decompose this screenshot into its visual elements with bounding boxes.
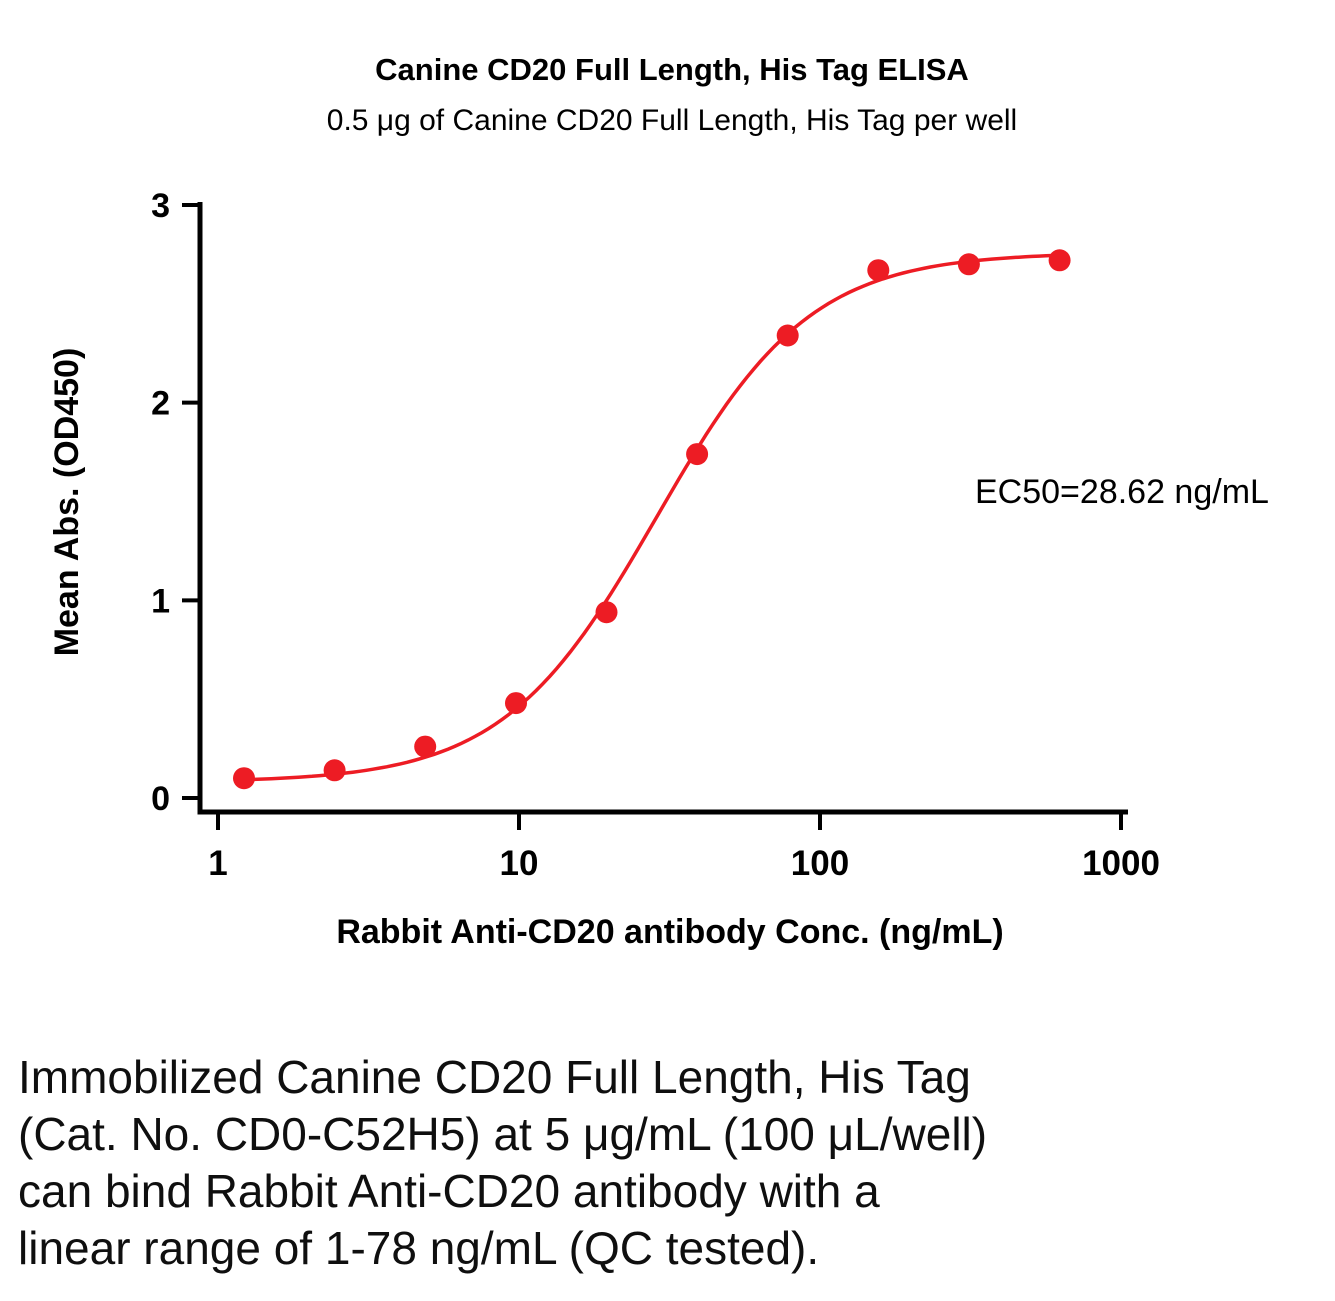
elisa-chart: Canine CD20 Full Length, His Tag ELISA 0… [48,52,1269,951]
y-tick-label: 1 [151,582,170,620]
data-point [323,759,346,782]
x-axis-title: Rabbit Anti-CD20 antibody Conc. (ng/mL) [336,913,1003,951]
y-axis-title: Mean Abs. (OD450) [48,348,86,657]
chart-title: Canine CD20 Full Length, His Tag ELISA [375,52,969,87]
x-tick-label: 100 [791,844,849,883]
data-point [505,692,527,715]
data-point [867,259,890,282]
x-tick-label: 1 [208,844,227,883]
chart-subtitle: 0.5 μg of Canine CD20 Full Length, His T… [327,104,1017,137]
x-tick-label: 1000 [1082,844,1160,883]
data-point [595,601,618,624]
y-tick-label: 3 [151,187,170,225]
caption-line-4: linear range of 1-78 ng/mL (QC tested). [18,1222,820,1274]
data-point [686,443,709,466]
caption-line-3: can bind Rabbit Anti-CD20 antibody with … [18,1165,880,1217]
caption-line-1: Immobilized Canine CD20 Full Length, His… [18,1051,971,1103]
caption-line-2: (Cat. No. CD0-C52H5) at 5 μg/mL (100 μL/… [18,1108,988,1160]
figure-caption: Immobilized Canine CD20 Full Length, His… [18,1049,1318,1277]
fit-curve [243,253,1060,782]
data-point [776,324,799,347]
data-point [233,767,255,790]
data-point [414,735,437,758]
y-tick-label: 2 [151,385,170,423]
data-point [957,253,980,276]
data-point [1048,249,1071,272]
x-tick-label: 10 [500,844,539,883]
y-tick-label: 0 [151,780,170,818]
ec50-annotation: EC50=28.62 ng/mL [975,473,1269,511]
